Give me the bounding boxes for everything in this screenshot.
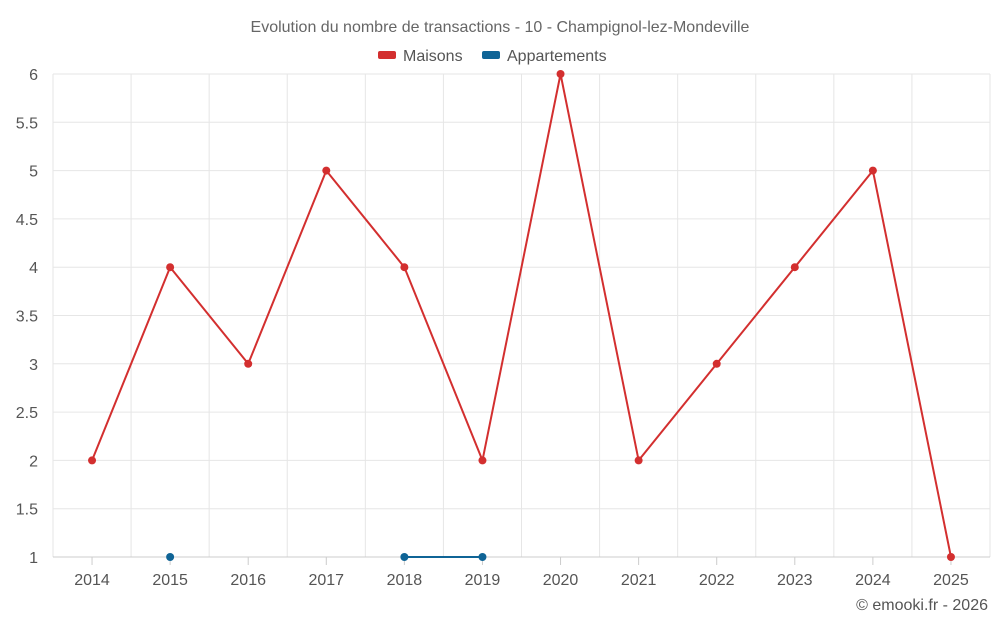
series-line-maisons <box>91 73 952 558</box>
y-tick-label: 4.5 <box>16 212 38 229</box>
data-point-appartements[interactable] <box>478 553 487 561</box>
data-point-maisons[interactable] <box>244 359 253 368</box>
y-tick-label: 2.5 <box>16 405 38 422</box>
x-tick-label: 2016 <box>230 572 266 589</box>
y-tick-label: 6 <box>29 67 38 84</box>
data-point-maisons[interactable] <box>946 553 955 561</box>
x-tick-label: 2025 <box>933 572 969 589</box>
data-point-maisons[interactable] <box>400 263 409 272</box>
x-tick-label: 2014 <box>74 572 110 589</box>
y-tick-label: 2 <box>29 453 38 470</box>
y-tick-label: 3.5 <box>16 309 38 326</box>
x-tick-label: 2021 <box>621 572 657 589</box>
legend-item-maisons[interactable]: Maisons <box>378 48 463 65</box>
y-tick-label: 1.5 <box>16 502 38 519</box>
series-layer <box>88 70 955 561</box>
x-tick-label: 2020 <box>543 572 579 589</box>
y-tick-label: 4 <box>29 260 38 277</box>
x-tick-label: 2018 <box>387 572 423 589</box>
y-tick-label: 5.5 <box>16 115 38 132</box>
data-point-maisons[interactable] <box>634 456 643 465</box>
data-point-maisons[interactable] <box>712 359 721 368</box>
data-point-appartements[interactable] <box>166 553 175 561</box>
data-point-appartements[interactable] <box>400 553 409 561</box>
data-point-maisons[interactable] <box>478 456 487 465</box>
chart-title: Evolution du nombre de transactions - 10… <box>251 19 750 36</box>
y-tick-label: 5 <box>29 164 38 181</box>
grid-layer <box>52 73 991 557</box>
series-appartements <box>166 553 487 561</box>
y-tick-label: 3 <box>29 357 38 374</box>
data-point-maisons[interactable] <box>790 263 799 272</box>
legend-label-maisons: Maisons <box>403 48 463 65</box>
y-tick-label: 1 <box>29 550 38 567</box>
x-tick-label: 2019 <box>465 572 501 589</box>
credit-text[interactable]: © emooki.fr - 2026 <box>856 597 988 614</box>
data-point-maisons[interactable] <box>166 263 175 272</box>
x-tick-label: 2022 <box>699 572 735 589</box>
data-point-maisons[interactable] <box>556 70 565 78</box>
legend-swatch-appartements <box>482 51 500 59</box>
legend: Maisons Appartements <box>378 48 607 65</box>
legend-item-appartements[interactable]: Appartements <box>482 48 607 65</box>
x-tick-label: 2017 <box>308 572 344 589</box>
legend-swatch-maisons <box>378 51 396 59</box>
x-tick-label: 2023 <box>777 572 813 589</box>
x-tick-label: 2015 <box>152 572 188 589</box>
legend-label-appartements: Appartements <box>507 48 607 65</box>
axis-layer: 1 1.5 2 2.5 3 3.5 4 4.5 5 5.5 6 2014 2015 2016 2017 201… <box>16 67 990 589</box>
x-tick-label: 2024 <box>855 572 891 589</box>
series-maisons <box>88 70 955 561</box>
data-point-maisons[interactable] <box>868 166 877 175</box>
data-point-maisons[interactable] <box>88 456 97 465</box>
data-point-maisons[interactable] <box>322 166 331 175</box>
